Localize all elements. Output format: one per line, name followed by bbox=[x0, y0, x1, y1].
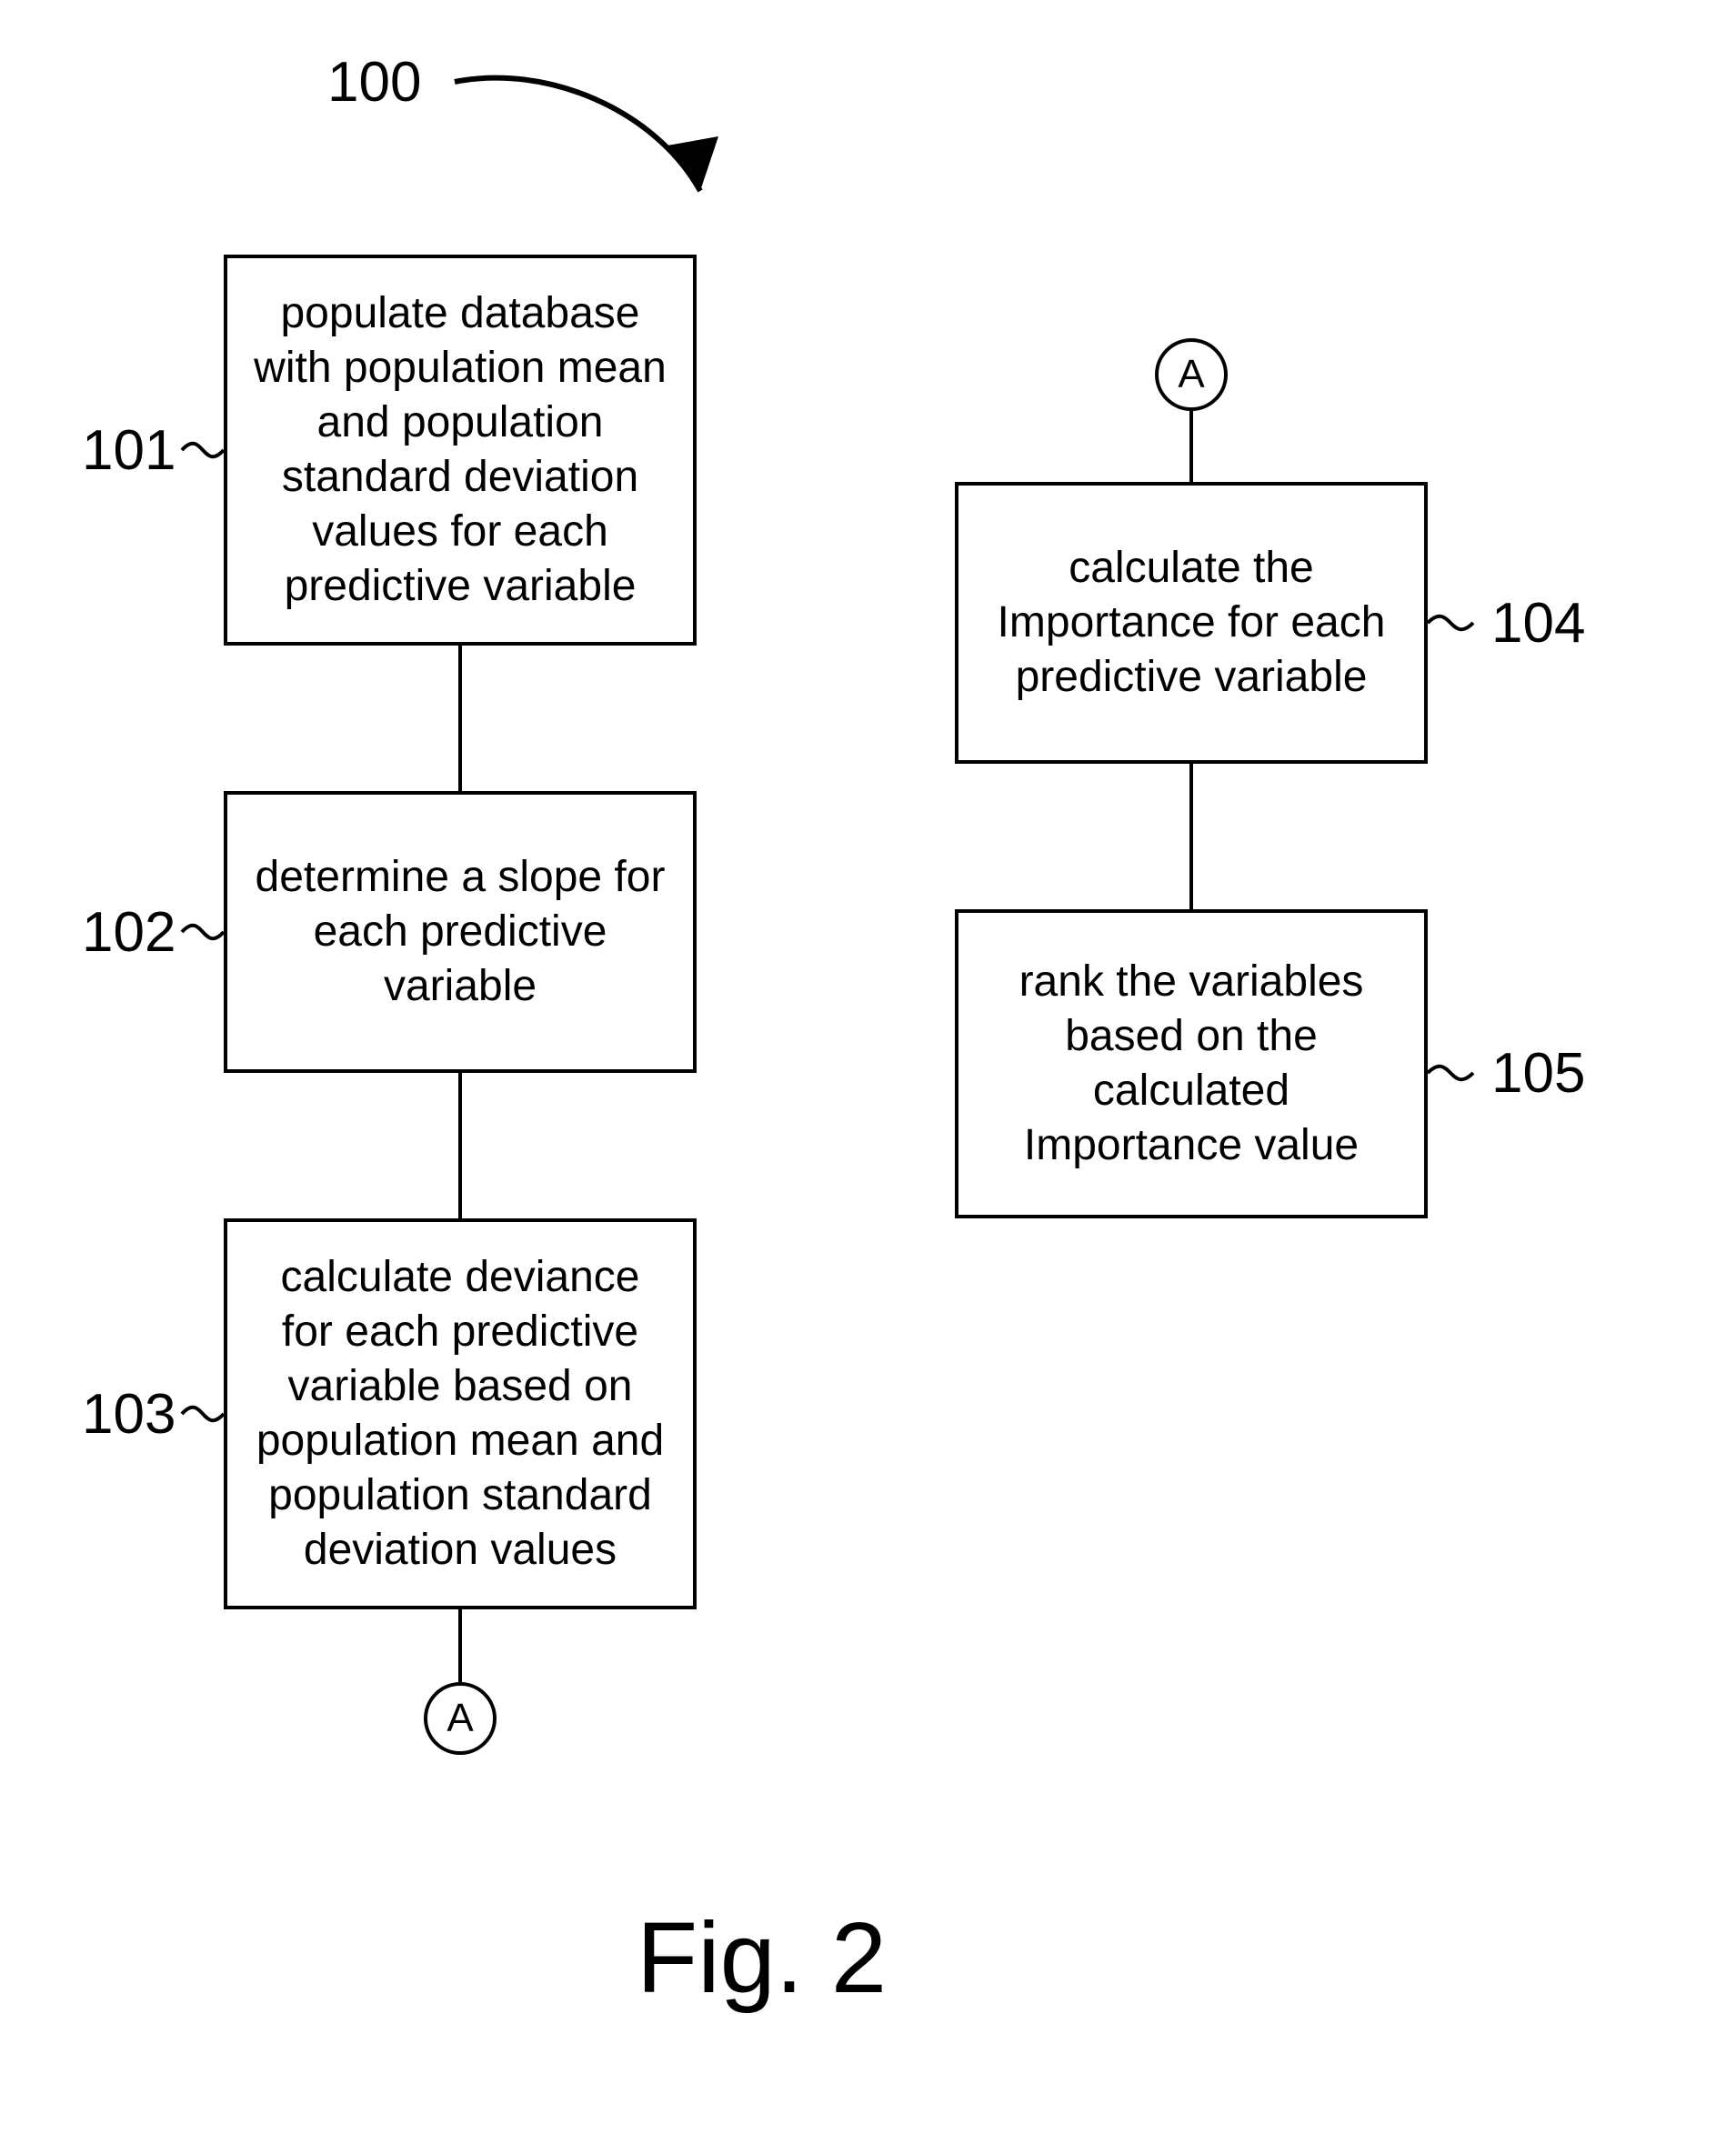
ref-lead-line bbox=[1428, 1067, 1473, 1079]
ref-lead-line bbox=[182, 1408, 224, 1420]
ref-lead-line bbox=[182, 444, 224, 456]
offpage-connector-label: A bbox=[1178, 352, 1204, 397]
offpage-connector: A bbox=[424, 1682, 497, 1755]
ref-lead-line bbox=[1428, 616, 1473, 629]
figure-caption: Fig. 2 bbox=[637, 1900, 887, 2016]
ref-label-104: 104 bbox=[1491, 591, 1585, 656]
flow-step-103: calculate deviance for each predictive v… bbox=[224, 1218, 697, 1609]
title-arrow-head bbox=[667, 136, 718, 191]
ref-label-105: 105 bbox=[1491, 1041, 1585, 1106]
flow-step-text: calculate deviance for each predictive v… bbox=[249, 1250, 671, 1578]
flow-step-102: determine a slope for each predictive va… bbox=[224, 791, 697, 1073]
flow-step-text: determine a slope for each predictive va… bbox=[249, 850, 671, 1014]
flow-step-text: rank the variables based on the calculat… bbox=[980, 955, 1402, 1173]
flow-step-101: populate database with population mean a… bbox=[224, 255, 697, 646]
ref-lead-line bbox=[182, 926, 224, 938]
flow-step-text: calculate the Importance for each predic… bbox=[980, 541, 1402, 705]
figure-ref: 100 bbox=[327, 50, 421, 115]
ref-label-103: 103 bbox=[82, 1382, 176, 1447]
title-arrow bbox=[455, 78, 700, 191]
ref-label-102: 102 bbox=[82, 900, 176, 965]
offpage-connector: A bbox=[1155, 338, 1228, 411]
flow-step-105: rank the variables based on the calculat… bbox=[955, 909, 1428, 1218]
flow-step-text: populate database with population mean a… bbox=[249, 286, 671, 614]
ref-label-101: 101 bbox=[82, 418, 176, 483]
offpage-connector-label: A bbox=[447, 1696, 473, 1741]
flow-step-104: calculate the Importance for each predic… bbox=[955, 482, 1428, 764]
